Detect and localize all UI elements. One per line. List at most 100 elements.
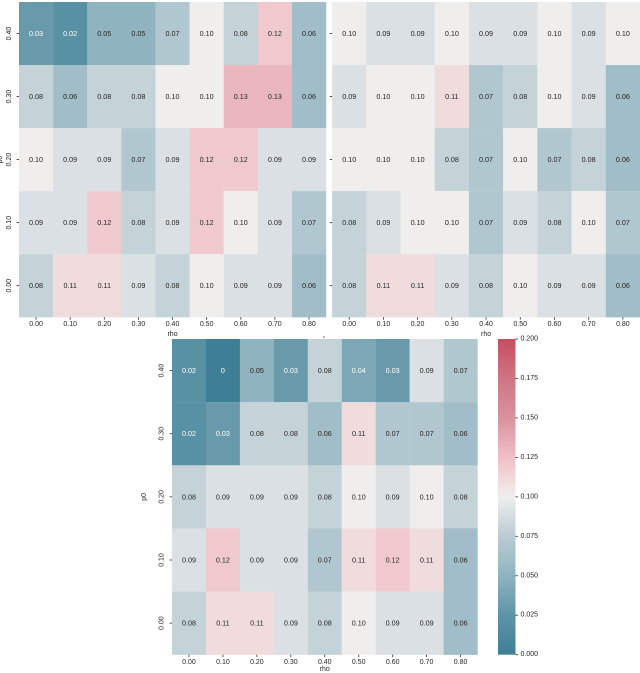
svg-text:0.09: 0.09 <box>131 281 145 290</box>
svg-text:0.07: 0.07 <box>386 429 400 438</box>
svg-text:0.09: 0.09 <box>63 155 77 164</box>
svg-text:0.80: 0.80 <box>302 321 316 328</box>
svg-text:0.02: 0.02 <box>182 366 196 375</box>
svg-text:0.12: 0.12 <box>216 555 230 564</box>
svg-text:0.10: 0.10 <box>63 321 77 328</box>
svg-text:0.03: 0.03 <box>29 29 43 38</box>
svg-text:0.20: 0.20 <box>158 490 165 504</box>
svg-text:0.12: 0.12 <box>97 218 111 227</box>
svg-text:0.20: 0.20 <box>6 153 13 167</box>
svg-text:0.11: 0.11 <box>445 92 458 101</box>
svg-text:0.03: 0.03 <box>284 366 298 375</box>
svg-text:0.09: 0.09 <box>547 281 561 290</box>
svg-text:0.09: 0.09 <box>284 555 298 564</box>
svg-text:0.09: 0.09 <box>63 218 77 227</box>
svg-text:0.11: 0.11 <box>250 619 263 628</box>
svg-text:0.11: 0.11 <box>411 281 424 290</box>
svg-text:0.40: 0.40 <box>318 659 332 666</box>
svg-text:p0: p0 <box>141 493 148 501</box>
svg-text:0.10: 0.10 <box>377 321 391 328</box>
svg-text:p0: p0 <box>0 156 4 164</box>
svg-text:0.10: 0.10 <box>445 29 459 38</box>
svg-text:0.10: 0.10 <box>616 29 630 38</box>
svg-text:0.10: 0.10 <box>411 218 425 227</box>
svg-text:0.05: 0.05 <box>97 29 111 38</box>
svg-text:0.07: 0.07 <box>166 29 180 38</box>
svg-text:0.02: 0.02 <box>63 29 77 38</box>
svg-text:0.30: 0.30 <box>284 659 298 666</box>
svg-text:0.10: 0.10 <box>234 218 248 227</box>
svg-text:0.08: 0.08 <box>454 492 468 501</box>
svg-text:0.050: 0.050 <box>521 572 539 579</box>
svg-text:0.03: 0.03 <box>216 429 230 438</box>
svg-text:0.08: 0.08 <box>513 92 527 101</box>
svg-text:0.06: 0.06 <box>616 281 630 290</box>
svg-text:0.10: 0.10 <box>582 218 596 227</box>
svg-text:0.02: 0.02 <box>182 429 196 438</box>
svg-text:0.10: 0.10 <box>216 659 230 666</box>
svg-text:0.10: 0.10 <box>342 155 356 164</box>
svg-text:0.10: 0.10 <box>352 492 366 501</box>
svg-text:0.06: 0.06 <box>616 155 630 164</box>
svg-text:0.08: 0.08 <box>182 619 196 628</box>
svg-text:0.10: 0.10 <box>411 155 425 164</box>
svg-text:0.09: 0.09 <box>445 281 459 290</box>
svg-text:0.10: 0.10 <box>547 29 561 38</box>
svg-text:0.10: 0.10 <box>342 29 356 38</box>
svg-text:0.11: 0.11 <box>352 429 365 438</box>
svg-text:0.10: 0.10 <box>376 155 390 164</box>
svg-text:0.09: 0.09 <box>386 492 400 501</box>
svg-text:0.09: 0.09 <box>582 29 596 38</box>
svg-text:0.09: 0.09 <box>166 218 180 227</box>
svg-text:0.08: 0.08 <box>547 218 561 227</box>
svg-text:0.09: 0.09 <box>342 92 356 101</box>
svg-text:0.30: 0.30 <box>158 427 165 441</box>
svg-text:0.08: 0.08 <box>342 281 356 290</box>
svg-text:rho: rho <box>481 331 491 338</box>
svg-text:0.12: 0.12 <box>200 218 214 227</box>
svg-text:0.03: 0.03 <box>386 366 400 375</box>
svg-text:0.000: 0.000 <box>521 651 539 658</box>
svg-text:0.00: 0.00 <box>29 321 43 328</box>
svg-text:0.09: 0.09 <box>29 218 43 227</box>
svg-text:0.10: 0.10 <box>29 155 43 164</box>
svg-text:0.08: 0.08 <box>250 429 264 438</box>
svg-text:0.40: 0.40 <box>479 321 493 328</box>
svg-text:0.08: 0.08 <box>284 429 298 438</box>
svg-text:0.08: 0.08 <box>166 281 180 290</box>
svg-text:0.50: 0.50 <box>200 321 214 328</box>
svg-text:0.08: 0.08 <box>29 92 43 101</box>
svg-text:0.07: 0.07 <box>479 218 493 227</box>
svg-text:0.08: 0.08 <box>318 366 332 375</box>
svg-text:0.13: 0.13 <box>268 92 282 101</box>
svg-text:0.09: 0.09 <box>479 29 493 38</box>
svg-text:0.09: 0.09 <box>376 29 390 38</box>
svg-text:0.09: 0.09 <box>376 218 390 227</box>
svg-text:0.08: 0.08 <box>479 281 493 290</box>
svg-text:0.07: 0.07 <box>302 218 316 227</box>
svg-text:0.08: 0.08 <box>131 92 145 101</box>
svg-text:0.06: 0.06 <box>302 29 316 38</box>
svg-text:0.09: 0.09 <box>250 492 264 501</box>
svg-text:0.100: 0.100 <box>521 493 539 500</box>
svg-text:0.125: 0.125 <box>521 454 539 461</box>
svg-text:0: 0 <box>221 366 225 375</box>
svg-text:0.09: 0.09 <box>513 218 527 227</box>
svg-text:0.09: 0.09 <box>250 555 264 564</box>
svg-text:0.07: 0.07 <box>454 366 468 375</box>
svg-text:0.10: 0.10 <box>200 281 214 290</box>
svg-text:0.12: 0.12 <box>268 29 282 38</box>
svg-text:rho: rho <box>320 666 330 673</box>
svg-text:0.11: 0.11 <box>420 555 433 564</box>
svg-text:0.80: 0.80 <box>454 659 468 666</box>
svg-text:0.30: 0.30 <box>6 90 13 104</box>
svg-text:0.08: 0.08 <box>234 29 248 38</box>
svg-text:0.08: 0.08 <box>131 218 145 227</box>
svg-text:0.09: 0.09 <box>302 155 316 164</box>
svg-text:0.13: 0.13 <box>234 92 248 101</box>
svg-text:0.09: 0.09 <box>268 281 282 290</box>
svg-text:0.06: 0.06 <box>616 92 630 101</box>
svg-text:0.06: 0.06 <box>318 429 332 438</box>
svg-text:0.07: 0.07 <box>616 218 630 227</box>
svg-text:0.11: 0.11 <box>216 619 229 628</box>
